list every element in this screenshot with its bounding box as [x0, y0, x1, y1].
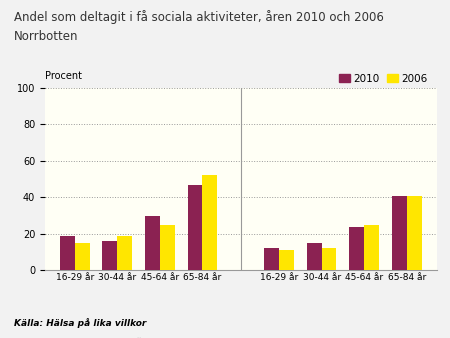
Bar — [145, 216, 160, 270]
Bar — [307, 243, 322, 270]
Bar — [364, 225, 379, 270]
Bar — [188, 185, 203, 270]
Bar — [279, 250, 294, 270]
Bar — [202, 175, 217, 270]
Bar — [407, 196, 422, 270]
Bar — [60, 236, 75, 270]
Bar — [392, 196, 407, 270]
Bar — [349, 226, 364, 270]
Bar — [75, 243, 90, 270]
Bar — [117, 236, 132, 270]
Bar — [103, 241, 117, 270]
Text: Procent: Procent — [45, 71, 82, 80]
Text: Norrbotten: Norrbotten — [14, 30, 78, 43]
Text: Andel som deltagit i få sociala aktiviteter, åren 2010 och 2006: Andel som deltagit i få sociala aktivite… — [14, 10, 383, 24]
Bar — [322, 248, 337, 270]
Bar — [160, 225, 175, 270]
Bar — [264, 248, 279, 270]
Legend: 2010, 2006: 2010, 2006 — [335, 69, 431, 88]
Text: Källa: Hälsa på lika villkor: Källa: Hälsa på lika villkor — [14, 318, 146, 328]
